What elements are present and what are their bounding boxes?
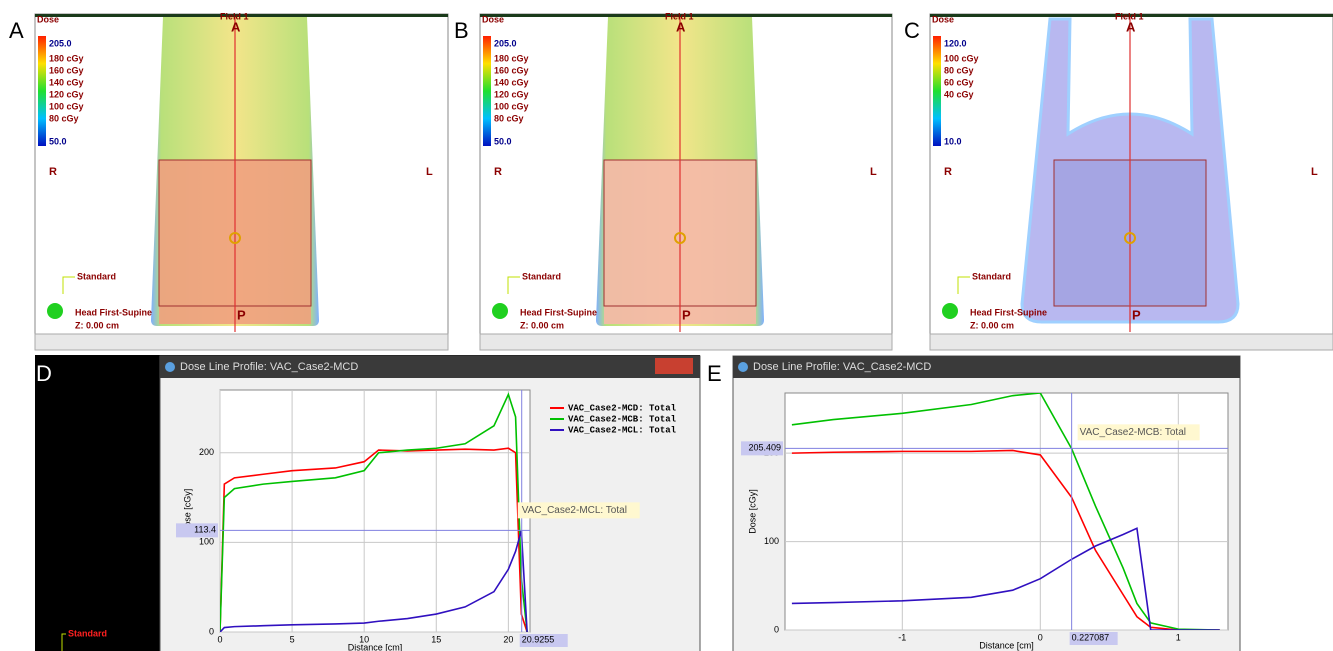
map-label: 140 cGy [494,77,529,87]
colorbar [933,36,941,146]
map-label: 80 cGy [49,113,79,123]
panel-letter: A [9,18,24,43]
legend-label: VAC_Case2-MCB: Total [568,414,677,424]
map-label: 180 cGy [494,53,529,63]
map-label: P [682,307,691,322]
cursor-x-label: 0.227087 [1072,632,1110,642]
colorbar [38,36,46,146]
map-label: 120 cGy [494,89,529,99]
x-tick-label: 1 [1176,632,1181,642]
map-label: P [1132,307,1141,322]
map-label: 40 cGy [944,89,974,99]
map-label: 100 cGy [494,101,529,111]
map-label: A [231,19,241,34]
map-label: Standard [522,271,561,281]
map-label: 60 cGy [944,77,974,87]
orientation-label: Standard [68,628,107,638]
panel-letter: E [707,361,722,386]
cursor-y-label: 205.409 [748,443,781,453]
colorbar [483,36,491,146]
map-label: 50.0 [49,136,67,146]
map-label: 180 cGy [49,53,84,63]
map-label: L [1311,166,1318,178]
legend-label: VAC_Case2-MCL: Total [568,425,677,435]
x-tick-label: 0 [217,634,222,644]
panel-letter: D [36,361,52,386]
map-label: Z: 0.00 cm [75,320,119,330]
close-button[interactable] [655,358,693,374]
panel-letter: B [454,18,469,43]
window-icon [738,362,748,372]
legend-label: VAC_Case2-MCD: Total [568,403,677,413]
map-label: 80 cGy [494,113,524,123]
map-label: Head First-Supine [520,307,597,317]
status-bar [930,334,1333,350]
map-label: R [494,166,502,178]
map-label: L [426,166,433,178]
window-icon [165,362,175,372]
map-label: 160 cGy [494,65,529,75]
patient-icon [47,303,63,319]
figure: ADoseField 1A205.0180 cGy160 cGy140 cGy1… [0,0,1333,651]
map-label: 120.0 [944,38,967,48]
map-label: 100 cGy [944,53,979,63]
status-bar [480,334,892,350]
map-label: Head First-Supine [970,307,1047,317]
map-label: 205.0 [49,38,72,48]
tag: VAC_Case2-MCL: Total [522,505,627,516]
map-label: A [1126,19,1136,34]
y-tick-label: 0 [209,626,214,636]
map-label: A [676,19,686,34]
window-title: Dose Line Profile: VAC_Case2-MCD [753,361,931,373]
x-tick-label: 20 [503,634,513,644]
map-label: Dose [932,14,954,24]
x-tick-label: 0 [1038,632,1043,642]
x-tick-label: 15 [431,634,441,644]
tag: VAC_Case2-MCB: Total [1080,427,1186,438]
map-label: Standard [77,271,116,281]
map-label: Z: 0.00 cm [970,320,1014,330]
x-axis-label: Distance [cm] [348,642,403,651]
y-tick-label: 0 [774,624,779,634]
map-label: P [237,307,246,322]
map-label: 205.0 [494,38,517,48]
x-axis-label: Distance [cm] [979,640,1034,650]
y-tick-label: 200 [199,447,214,457]
x-tick-label: -1 [898,632,906,642]
y-axis-label: Dose [cGy] [747,489,757,534]
map-label: Standard [972,271,1011,281]
plot-area [220,390,530,632]
map-label: R [49,166,57,178]
map-label: Z: 0.00 cm [520,320,564,330]
y-tick-label: 100 [199,537,214,547]
cursor-x-label: 20.9255 [522,634,555,644]
map-label: 10.0 [944,136,962,146]
map-label: 140 cGy [49,77,84,87]
map-label: L [870,166,877,178]
map-label: R [944,166,952,178]
y-tick-label: 100 [764,536,779,546]
patient-icon [492,303,508,319]
map-label: 160 cGy [49,65,84,75]
map-label: Head First-Supine [75,307,152,317]
cursor-y-label: 113.4 [194,525,216,535]
panel-letter: C [904,18,920,43]
map-label: 50.0 [494,136,512,146]
status-bar [35,334,448,350]
map-label: 100 cGy [49,101,84,111]
map-label: 80 cGy [944,65,974,75]
map-label: Dose [37,14,59,24]
map-label: Dose [482,14,504,24]
map-label: 120 cGy [49,89,84,99]
x-tick-label: 5 [290,634,295,644]
patient-icon [942,303,958,319]
window-title: Dose Line Profile: VAC_Case2-MCD [180,361,358,373]
